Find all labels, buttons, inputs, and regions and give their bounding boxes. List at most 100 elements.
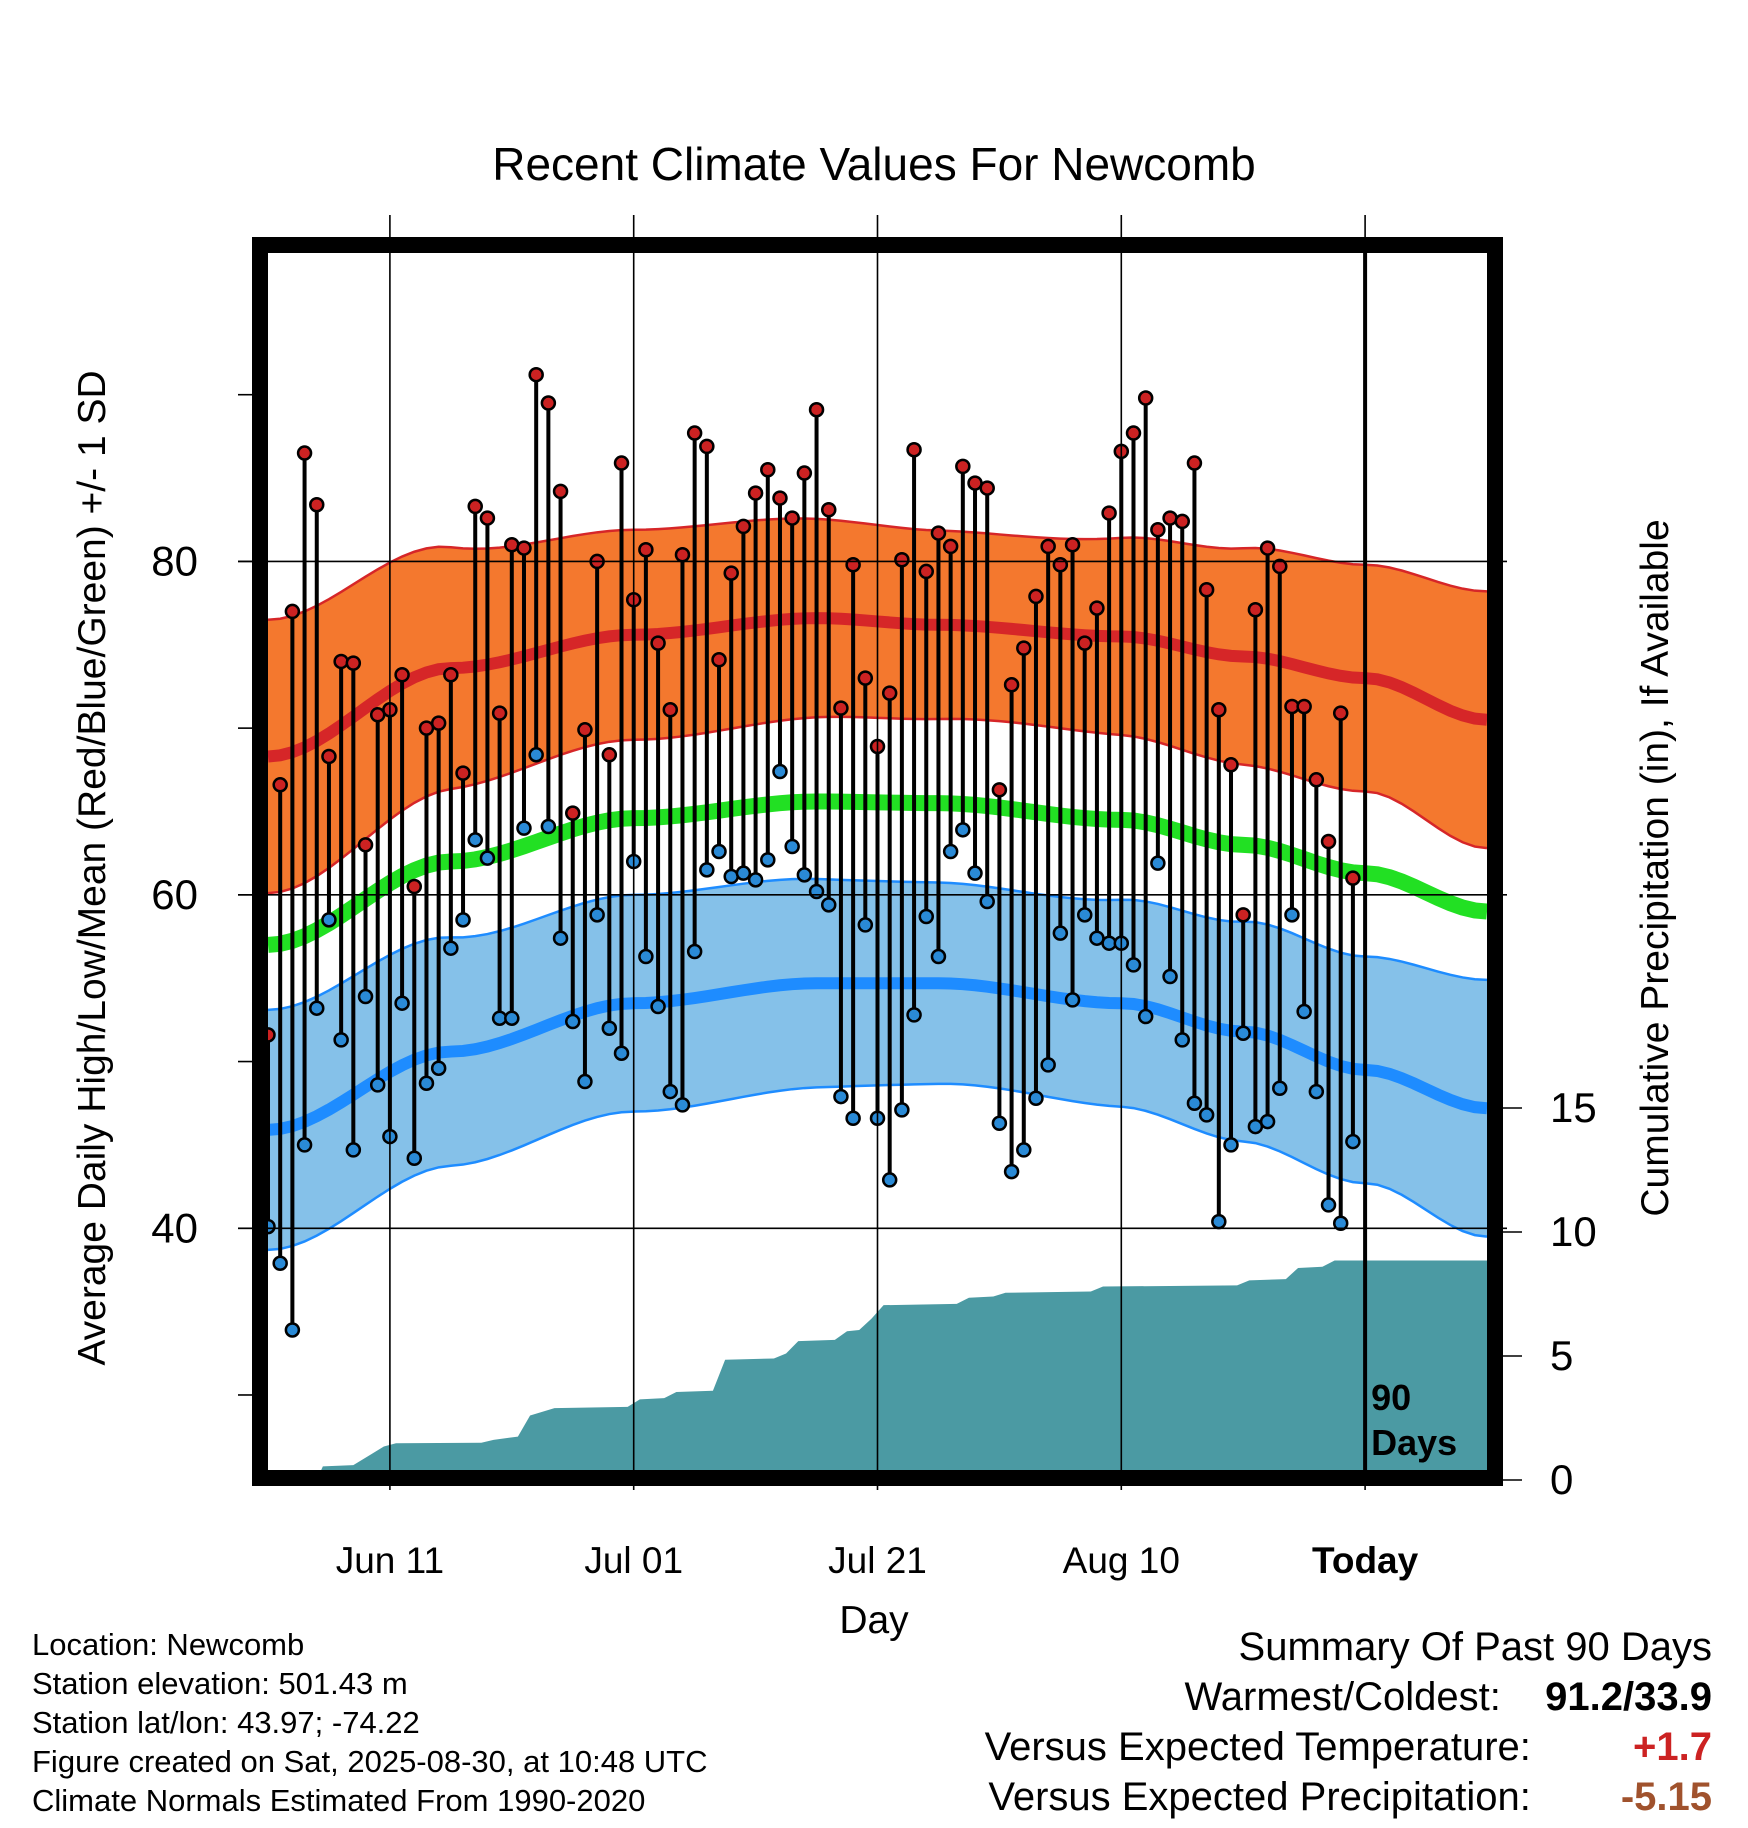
daily-high-point [881, 685, 898, 701]
daily-high-point [1259, 540, 1276, 556]
daily-high-point [1345, 870, 1361, 886]
daily-low-point [820, 897, 837, 913]
daily-low-point [1211, 1213, 1227, 1230]
daily-high-point [1089, 600, 1105, 616]
y2-tick-label: 5 [1550, 1332, 1573, 1379]
daily-low-point [979, 893, 995, 910]
daily-low-point [1198, 1107, 1215, 1123]
daily-low-point [528, 747, 544, 763]
summary-label: Warmest/Coldest: [1184, 1675, 1501, 1719]
daily-high-point [784, 510, 800, 526]
daily-high-point [577, 722, 593, 738]
daily-low-point [1296, 1003, 1312, 1020]
daily-low-point [601, 1020, 618, 1036]
daily-low-point [942, 843, 959, 860]
daily-low-point [552, 930, 569, 946]
daily-low-point [1320, 1197, 1337, 1213]
daily-low-point [479, 850, 496, 866]
daily-low-point [1028, 1090, 1044, 1106]
x-tick-label: Jun 11 [336, 1540, 444, 1581]
daily-high-point [1101, 505, 1117, 521]
daily-low-point [345, 1142, 362, 1158]
daily-low-point [955, 822, 971, 838]
daily-high-point [296, 445, 313, 461]
daily-high-point [357, 837, 374, 853]
y2-tick-label: 10 [1550, 1208, 1597, 1255]
daily-high-point [942, 538, 959, 555]
daily-high-point [1150, 521, 1166, 538]
y2-tick-label: 0 [1550, 1456, 1573, 1503]
daily-low-point [967, 865, 983, 881]
daily-low-point [1052, 925, 1069, 941]
daily-high-point [845, 557, 861, 573]
daily-low-point [808, 883, 825, 900]
daily-high-point [991, 782, 1008, 798]
summary-warmest-coldest: Warmest/Coldest: 91.2/33.9 [985, 1672, 1713, 1722]
daily-high-point [1174, 513, 1190, 530]
daily-high-point [723, 565, 739, 581]
x-axis-label: Day [839, 1599, 909, 1642]
daily-high-point [955, 458, 971, 475]
daily-low-point [467, 832, 483, 848]
daily-high-point [565, 805, 581, 821]
daily-high-point [735, 518, 752, 535]
daily-high-point [1198, 582, 1215, 598]
daily-low-point [309, 1000, 325, 1016]
daily-high-point [760, 461, 776, 478]
daily-high-point [1186, 455, 1203, 471]
daily-high-point [1320, 833, 1337, 850]
daily-low-point [443, 940, 459, 956]
chart-title: Recent Climate Values For Newcomb [492, 138, 1256, 190]
x-tick-label: Today [1312, 1540, 1419, 1581]
daily-low-point [296, 1137, 313, 1153]
meta-created: Figure created on Sat, 2025-08-30, at 10… [32, 1744, 708, 1779]
x-tick-label: Jul 21 [828, 1540, 927, 1581]
daily-low-point [747, 872, 764, 888]
daily-high-point [479, 510, 496, 526]
daily-low-point [881, 1172, 898, 1188]
daily-low-point [1040, 1057, 1056, 1073]
daily-high-point [699, 438, 715, 455]
daily-high-point [1003, 677, 1020, 693]
daily-high-point [1308, 772, 1325, 788]
daily-low-point [589, 907, 605, 923]
daily-high-point [820, 501, 837, 518]
y-tick-label: 80 [151, 537, 198, 584]
daily-low-point [735, 865, 752, 881]
daily-high-point [333, 653, 349, 670]
daily-low-point [516, 820, 532, 836]
daily-low-point [418, 1075, 435, 1091]
daily-low-point [833, 1088, 849, 1105]
y-axis-label: Average Daily High/Low/Mean (Red/Blue/Gr… [71, 370, 114, 1365]
daily-high-point [918, 563, 935, 580]
daily-high-point [491, 705, 508, 721]
daily-low-point [1162, 968, 1178, 985]
daily-low-point [1332, 1215, 1349, 1232]
daily-high-point [1028, 588, 1044, 605]
daily-low-point [1125, 957, 1142, 973]
summary-temperature: Versus Expected Temperature: +1.7 [985, 1722, 1712, 1772]
daily-high-point [516, 540, 532, 556]
daily-low-point [369, 1077, 386, 1093]
daily-low-point [1150, 855, 1166, 871]
daily-high-point [430, 715, 447, 731]
meta-latlon: Station lat/lon: 43.97; -74.22 [32, 1705, 420, 1740]
daily-high-point [1332, 705, 1349, 721]
daily-high-point [528, 366, 544, 383]
daily-high-point [1052, 557, 1069, 573]
daily-low-point [1137, 1008, 1154, 1025]
daily-low-point [504, 1010, 520, 1026]
daily-low-point [650, 998, 666, 1015]
daily-high-point [1040, 538, 1056, 555]
daily-low-point [918, 908, 935, 925]
daily-low-point [540, 818, 557, 835]
daily-high-point [906, 441, 922, 458]
daily-high-point [894, 552, 910, 568]
y-tick-label: 60 [151, 871, 198, 918]
daily-low-point [268, 1218, 276, 1235]
daily-low-point [357, 988, 374, 1005]
daily-high-point [747, 485, 764, 501]
daily-low-point [845, 1110, 861, 1126]
daily-high-point [772, 490, 788, 506]
daily-high-point [540, 395, 557, 411]
